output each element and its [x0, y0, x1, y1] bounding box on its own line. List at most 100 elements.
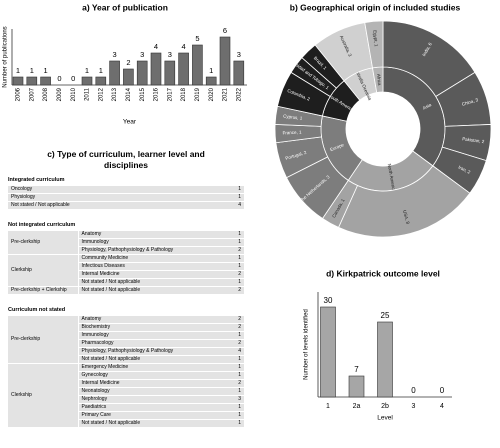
count: 1 — [224, 331, 244, 340]
discipline: Anatomy — [78, 231, 224, 239]
value-label: 3 — [237, 50, 241, 59]
bar — [233, 60, 245, 86]
discipline: Primary Care — [78, 411, 224, 420]
segment-label: Pakistan, 2 — [462, 136, 485, 144]
count: 1 — [224, 419, 244, 428]
table-row: Infectious Diseases 1 — [8, 262, 244, 271]
count: 4 — [224, 347, 244, 356]
x-tick-label: 2a — [353, 403, 361, 410]
bar — [164, 60, 176, 86]
value-label: 1 — [85, 66, 89, 75]
bar — [109, 60, 120, 86]
value-label: 0 — [71, 74, 75, 83]
section-table: Pre-clerkship Anatomy 1 Immunology 1 Physiolo… — [8, 231, 244, 295]
table-row: Nephrology 3 — [8, 395, 244, 404]
table-row: Biochemistry 2 — [8, 323, 244, 332]
segment-label: Africa — [376, 74, 382, 86]
table-row: Pre-clerkship Anatomy 2 — [8, 316, 244, 364]
learner-level: Clerkship — [8, 254, 79, 287]
discipline: Pharmacology — [78, 339, 224, 348]
count: 2 — [224, 339, 244, 348]
x-tick-label: 2b — [381, 403, 389, 410]
bar — [81, 76, 93, 86]
segment-label: North America — [387, 163, 397, 192]
bar — [377, 321, 393, 398]
x-tick-label: 2006 — [16, 87, 22, 101]
value-label: 7 — [354, 365, 359, 374]
table-row: Neonatology 1 — [8, 387, 244, 396]
value-label: 4 — [154, 42, 158, 51]
discipline: Neonatology — [78, 387, 224, 396]
x-axis-label: Year — [123, 119, 137, 126]
discipline: Oncology — [8, 186, 224, 194]
section-table: Oncology 1 Physiology 1 Not stated / Not app… — [8, 186, 244, 210]
bar — [40, 76, 51, 86]
discipline: Not stated / Not applicable — [78, 419, 224, 428]
count: 1 — [224, 238, 244, 247]
count: 1 — [224, 371, 244, 380]
value-label: 5 — [195, 34, 199, 43]
x-tick-label: 2008 — [43, 87, 49, 101]
x-axis-label: Level — [377, 415, 393, 422]
bar — [123, 68, 134, 86]
table-row: Pre-clerkship Anatomy 1 — [8, 231, 244, 255]
discipline: Immunology — [78, 331, 224, 340]
count: 2 — [224, 270, 244, 279]
value-label: 3 — [168, 50, 172, 59]
count: 1 — [224, 231, 244, 239]
value-label: 3 — [140, 50, 144, 59]
x-tick-label: 1 — [326, 403, 330, 410]
discipline: Physiology, Pathophysiology & Pathology — [78, 347, 224, 356]
table-row: Physiology, Pathophysiology & Pathology 4 — [8, 347, 244, 356]
count: 1 — [224, 254, 244, 263]
y-axis-label: Number of publications — [3, 26, 9, 87]
table-row: Immunology 1 — [8, 331, 244, 340]
segment-label: India, 6 — [421, 41, 433, 57]
value-label: 1 — [30, 66, 34, 75]
table-row: Immunology 1 — [8, 238, 244, 247]
x-tick-label: 2010 — [71, 87, 77, 101]
count: 1 — [224, 411, 244, 420]
x-tick-label: 2022 — [236, 87, 242, 101]
table-row: Oncology 1 — [8, 186, 244, 194]
learner-level: Pre-clerkship — [8, 231, 79, 255]
table-row: Internal Medicine 2 — [8, 379, 244, 388]
discipline: Not stated / Not applicable — [78, 278, 224, 287]
discipline: Internal Medicine — [78, 270, 224, 279]
segment-label: Cyprus, 1 — [283, 113, 303, 120]
discipline: Paediatrics — [78, 403, 224, 412]
segment-label: Europe — [329, 142, 345, 152]
value-label: 1 — [44, 66, 48, 75]
value-label: 30 — [324, 296, 333, 305]
segment-label: Iran, 2 — [458, 165, 472, 175]
count: 1 — [224, 387, 244, 396]
table-row: Internal Medicine 2 — [8, 270, 244, 279]
count: 1 — [224, 403, 244, 412]
bar — [95, 76, 107, 86]
discipline: Biochemistry — [78, 323, 224, 332]
table-row: Pre-clerkship + Clerkship Not stated / No… — [8, 286, 244, 295]
discipline: Infectious Diseases — [78, 262, 224, 271]
y-axis-label: Number of levels identified — [304, 309, 310, 380]
table-panel: c) Type of curriculum, learner level and… — [8, 149, 244, 428]
table-row: Clerkship Emergency Medicine 1 — [8, 363, 244, 428]
learner-level: Clerkship — [8, 363, 79, 428]
section-heading: Integrated curriculum — [8, 177, 65, 183]
table-row: Not stated / Not applicable 1 — [8, 278, 244, 287]
x-tick-label: 2018 — [181, 87, 187, 101]
bar — [150, 52, 162, 86]
count: 2 — [224, 379, 244, 388]
discipline: Internal Medicine — [78, 379, 224, 388]
x-tick-label: 2017 — [167, 87, 173, 101]
x-tick-label: 2020 — [209, 87, 215, 101]
value-label: 3 — [113, 50, 117, 59]
value-label: 0 — [411, 386, 416, 395]
discipline: Not stated / Not applicable — [78, 286, 224, 295]
value-label: 4 — [182, 42, 186, 51]
count: 2 — [224, 323, 244, 332]
bar — [26, 76, 38, 86]
count: 1 — [224, 262, 244, 271]
value-label: 6 — [223, 26, 227, 35]
bar — [178, 52, 189, 86]
